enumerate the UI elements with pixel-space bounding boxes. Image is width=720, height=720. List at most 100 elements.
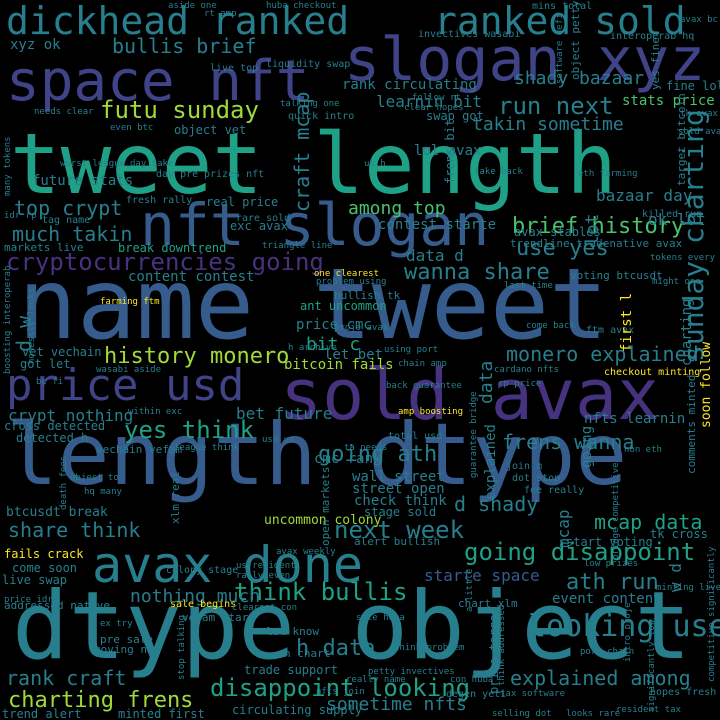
word-tag-name: tag name [42,215,91,226]
word-us-resident: us resident [236,561,296,571]
word-sale-huba: sale huba [356,613,405,623]
word-rank-craft: rank craft [6,666,127,690]
word-got-let: got let [20,357,71,371]
word-day-pre: day pre [156,169,199,180]
word-cardano-nfts: cardano nfts [494,365,560,375]
word-next-week: next week [334,516,465,544]
word-guarantee-bridge: guarantee bridge [469,391,479,478]
word-chain-amp: chain amp [398,359,447,369]
word-ex-try: ex try [100,619,133,629]
word-object-vet: object vet [174,123,247,137]
word-avax-stables: avax stables [514,225,601,239]
word-name-tweet: name tweet [18,248,609,362]
word-d-shady: d shady [454,492,539,516]
word-nothing-much: nothing much [130,586,261,607]
word-event-content: event content [552,591,662,607]
word-shady-bazaar: shady bazaar [514,68,645,89]
word-bitcoin-fails: bitcoin fails [284,357,394,373]
word-rank-circulating: rank circulating [342,77,477,93]
word-bullish-tk: bullish tk [334,289,401,302]
word-degen-yeti: degen yeti [446,689,507,700]
word-mins-total: mins total [532,1,593,12]
word-futu-sunday: futu sunday [100,96,259,124]
word-minted-first: minted first [118,707,205,720]
word-come-soon: come soon [12,561,78,575]
word-hq-many: hq many [84,487,122,497]
word-talking-one: talking one [280,99,340,109]
word-using-port: using port [384,345,439,355]
word-cryptocurrencies-going: cryptocurrencies going [6,248,324,276]
word-think-addressed: think addressed [497,604,507,686]
word-bridge-competitive: bridge competitive [611,462,621,560]
word-avax-done: avax done [92,536,363,594]
word-addressed-native: addressed native [4,599,110,612]
word-length-dtype: length dtype [6,405,628,505]
word-learnin-bit: learnin bit [376,92,482,111]
word-ftm-avax: ftm avax [586,325,635,336]
word-even-btc: even btc [110,123,154,133]
word-fee-really: fee really [524,485,585,496]
word-cross-detected: cross detected [4,419,106,433]
word-really-name: really name [346,675,406,685]
word-vet-vechain: vet vechain [22,345,102,359]
word-frens-wanna: frens wanna [502,430,635,454]
word-data: data [476,360,497,404]
word-take-back: take back [474,167,523,177]
word-live-swap: live swap [2,573,68,587]
word-future-stats: future stats [32,173,134,189]
word-rally-even: rally even [236,571,291,581]
word-fine-lol: fine lol [666,79,720,93]
word-clearest-con: clearest con [232,603,298,613]
word-bazaar-day: bazaar day [596,186,693,205]
word-join-m: join m [506,461,543,472]
word-usd-us: usd us [262,435,295,445]
word-among-top: among top [348,198,446,219]
word-avax-bc: avax bc [680,15,718,25]
word-interoperab-hq: interoperab hq [610,31,695,42]
word-street-open: street open [352,481,445,497]
word-bet-future: bet future [236,404,333,423]
word-yes-fine: yes fine [649,37,662,90]
word-history-monero: history monero [104,344,290,369]
word-think-problem: think problem [394,643,465,653]
word-moving-non: moving non [94,643,161,656]
word-detected-h: detected h [16,431,89,445]
word-first-l: first l [619,292,635,352]
word-needs-clear: needs clear [34,107,94,117]
word-mcap: mcap [554,509,573,548]
word-contest-starte: contest starte [378,217,497,233]
word-sale-begins: sale begins [170,599,237,610]
word-w-d: w d [666,563,685,592]
word-lot: lot [582,213,603,246]
word-problem-using: problem using [316,277,387,287]
word-circulating-supply: circulating supply [232,703,363,717]
word-explained: explained [483,424,499,500]
word-stop-talking: stop talking [177,614,187,680]
word-start-voting: start voting [566,535,653,549]
word-monero-explained: monero explained [506,342,699,366]
word-exc-avax: exc avax [230,219,288,233]
word-trend-alert: trend alert [2,707,82,720]
word-last-time: last time [504,281,553,291]
word-sometime-nfts: sometime nfts [326,694,467,715]
word-tax-software: tax software [500,689,566,699]
word-going-disappoint: going disappoint [464,538,696,566]
word-object-to: object to [70,473,119,483]
word-xyz-ok: xyz ok [10,37,61,53]
word-vefam-start: vefam start [182,611,255,624]
word-fails-crack: fails crack [4,547,84,561]
word-going: going [579,425,595,468]
word-much-takin: much takin [12,222,133,246]
word-total-usd: total usd [388,431,443,442]
word-live-top: live top [210,63,259,74]
word-worst-league: worst league [60,159,126,169]
word-huba-checkout: huba checkout [266,1,337,11]
word-wasabi-aside: wasabi aside [96,365,162,375]
word-aside-one: aside one [168,1,217,11]
word-brief-history: brief history [512,214,685,239]
word-liquidity-swap: liquidity swap [266,59,351,70]
word-pre-sale: pre sale [100,633,153,646]
word-mcap-data: mcap data [594,510,703,534]
word-quick-intro: quick intro [288,111,355,122]
